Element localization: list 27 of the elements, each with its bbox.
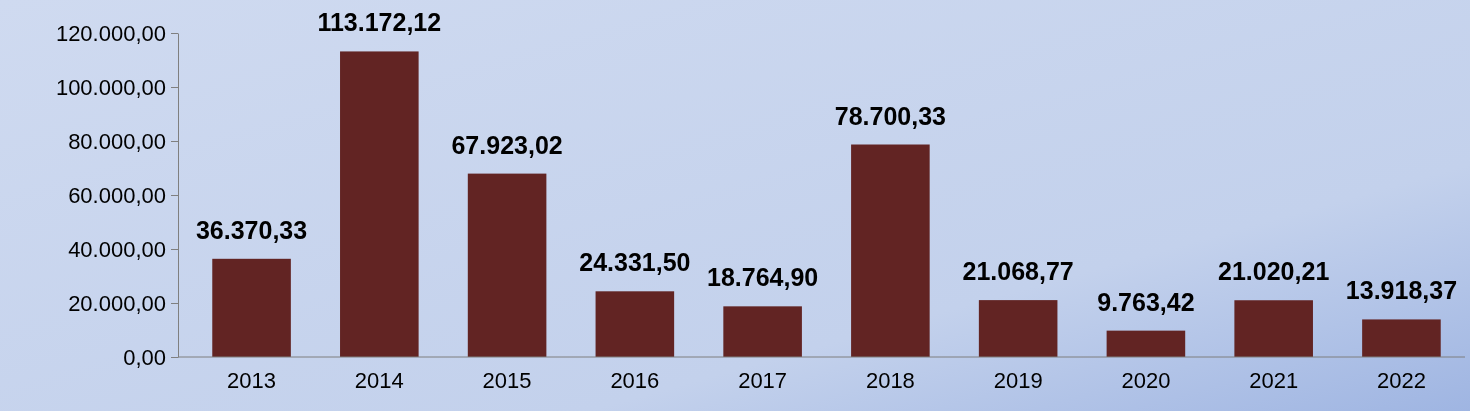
data-label: 21.020,21 (1218, 257, 1330, 286)
y-tick-label: 100.000,00 (55, 74, 166, 100)
x-tick-label: 2014 (354, 367, 404, 393)
y-tick-label: 60.000,00 (68, 182, 166, 208)
x-tick-label: 2021 (1249, 367, 1299, 393)
data-label: 113.172,12 (317, 8, 442, 37)
data-label: 36.370,33 (195, 215, 308, 244)
data-label: 67.923,02 (451, 130, 563, 159)
y-tick-label: 20.000,00 (68, 290, 166, 316)
x-tick-label: 2015 (482, 367, 532, 393)
x-tick-label: 2020 (1121, 367, 1171, 393)
x-tick-label: 2022 (1376, 367, 1426, 393)
x-tick-label: 2019 (993, 367, 1043, 393)
y-tick-label: 0,00 (123, 344, 166, 370)
x-tick-label: 2016 (610, 367, 660, 393)
y-tick-label: 120.000,00 (55, 20, 166, 46)
x-tick-label: 2017 (738, 367, 788, 393)
data-label: 21.068,77 (962, 257, 1074, 286)
data-label: 9.763,42 (1097, 287, 1195, 316)
x-tick-label: 2018 (865, 367, 915, 393)
y-tick-label: 40.000,00 (68, 236, 166, 262)
y-tick-label: 80.000,00 (68, 128, 166, 154)
data-label: 78.700,33 (834, 101, 946, 130)
data-label: 13.918,37 (1345, 276, 1458, 305)
data-label: 24.331,50 (579, 248, 691, 277)
x-tick-label: 2013 (227, 367, 277, 393)
data-label: 18.764,90 (707, 263, 819, 292)
